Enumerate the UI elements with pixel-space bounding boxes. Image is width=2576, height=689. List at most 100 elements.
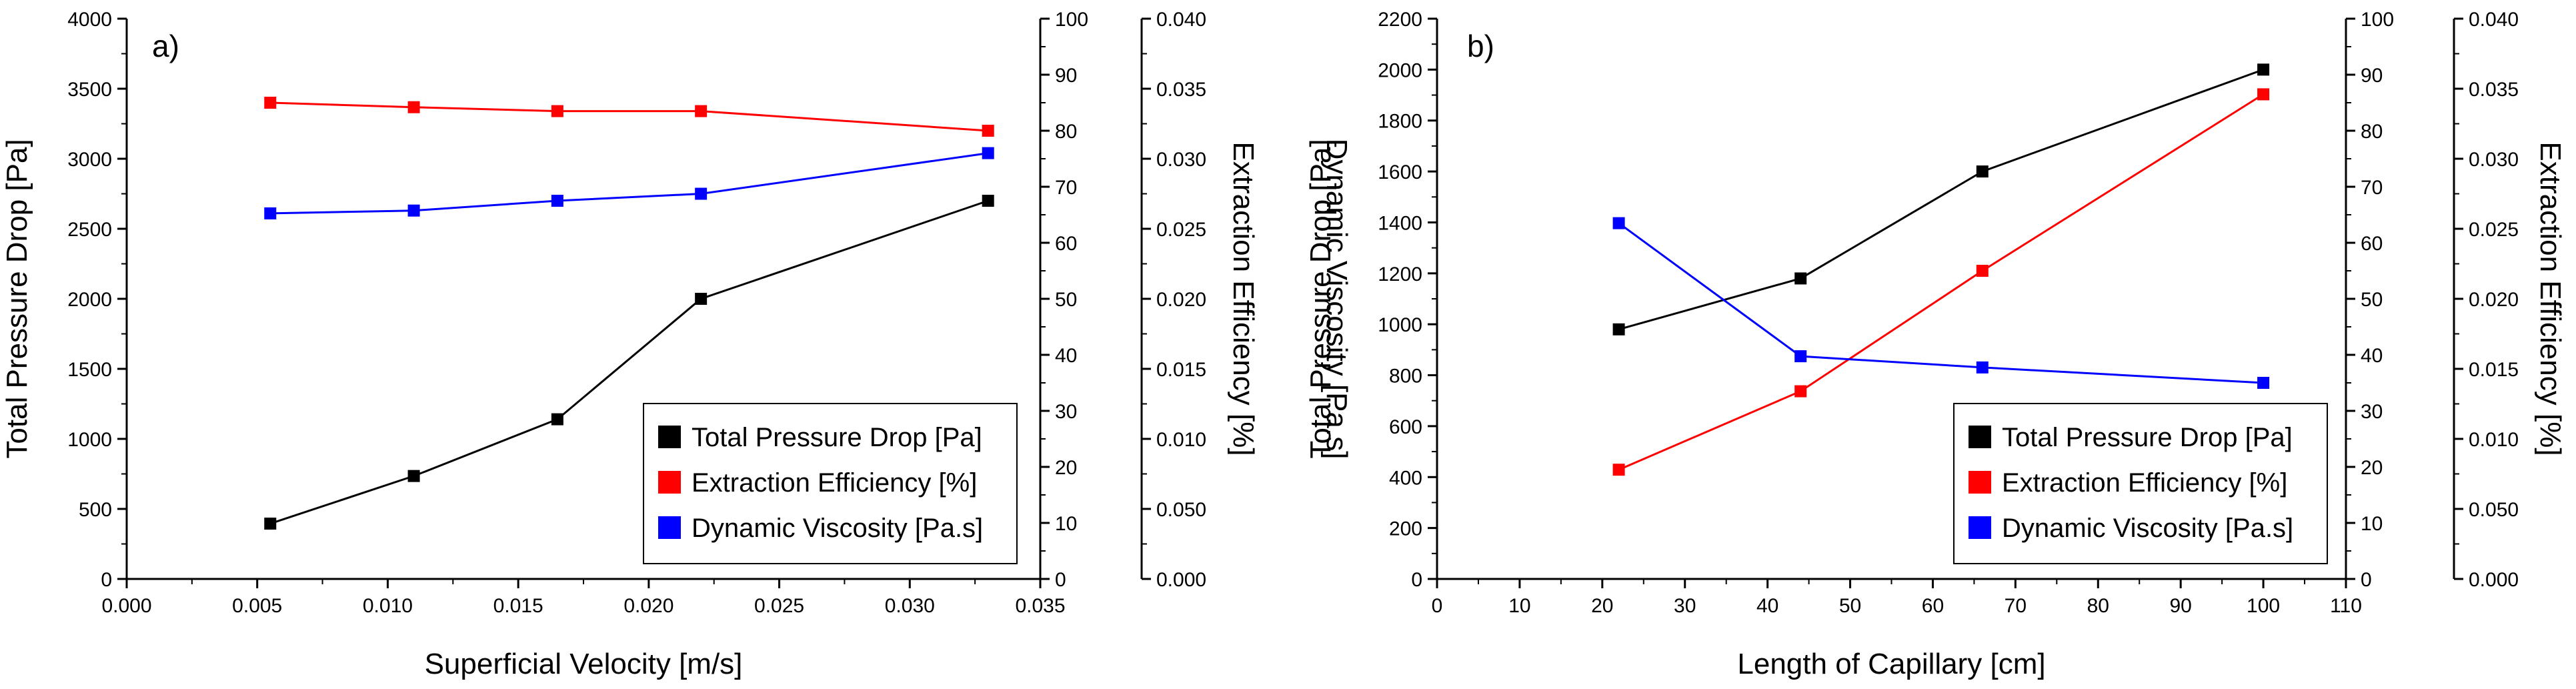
data-point [1612, 217, 1625, 229]
data-point [1794, 350, 1807, 363]
legend-swatch [658, 426, 681, 448]
data-point [407, 204, 420, 217]
x-tick-label: 30 [1674, 595, 1696, 617]
x-tick-label: 110 [2330, 595, 2362, 617]
left-y-tick-label: 2200 [1378, 9, 1422, 31]
legend-swatch [1969, 471, 1991, 494]
right-y-tick-label: 10 [2361, 513, 2383, 535]
data-point [695, 187, 708, 200]
series-line-3 [270, 152, 988, 215]
x-tick-label: 40 [1756, 595, 1778, 617]
series-line-1 [1618, 68, 2264, 331]
legend-label: Dynamic Viscosity [Pa.s] [692, 514, 983, 543]
left-y-tick-label: 1500 [67, 359, 112, 381]
left-y-tick-label: 800 [1389, 366, 1422, 388]
second-right-y-tick-label: 0.010 [2469, 429, 2519, 451]
left-y-tick-label: 1000 [67, 429, 112, 451]
left-y-tick-label: 600 [1389, 416, 1422, 438]
second-right-y-tick-label: 0.050 [1156, 499, 1206, 521]
right-y-tick-label: 80 [1055, 121, 1077, 143]
left-y-tick-label: 500 [79, 499, 112, 521]
x-tick-label: 0.010 [363, 595, 413, 617]
second-right-y-axis-label: Dynamic Viscosity [Pa.s] [1320, 139, 1353, 460]
series-line-3 [1618, 222, 2264, 384]
second-right-y-tick-label: 0.030 [2469, 149, 2519, 171]
x-tick-label: 0.000 [101, 595, 151, 617]
data-point [551, 105, 563, 117]
right-y-tick-label: 40 [1055, 345, 1077, 367]
x-tick-label: 0.020 [623, 595, 674, 617]
data-point [1794, 385, 1807, 398]
legend-label: Extraction Efficiency [%] [692, 468, 977, 498]
x-axis-label: Length of Capillary [cm] [1737, 648, 2045, 680]
right-y-tick-label: 100 [1055, 9, 1088, 31]
right-y-tick-label: 0 [1055, 569, 1066, 591]
left-y-tick-label: 1200 [1378, 263, 1422, 285]
left-y-tick-label: 1400 [1378, 212, 1422, 234]
legend: Total Pressure Drop [Pa] Extraction Effic… [643, 403, 1018, 564]
right-y-tick-label: 60 [2361, 233, 2383, 255]
second-right-y-tick-label: 0.035 [1156, 79, 1206, 101]
right-y-tick-label: 50 [2361, 289, 2383, 311]
x-tick-label: 0.005 [232, 595, 282, 617]
left-y-tick-label: 2500 [67, 219, 112, 241]
x-tick-label: 0.035 [1015, 595, 1065, 617]
data-point [1612, 464, 1625, 476]
legend-swatch [658, 471, 681, 494]
left-y-tick-label: 400 [1389, 467, 1422, 489]
data-point [407, 101, 420, 113]
series-line-2 [1618, 93, 2264, 471]
series-line-2 [270, 101, 988, 132]
second-right-y-tick-label: 0.015 [2469, 359, 2519, 381]
second-right-y-tick-label: 0.000 [2469, 569, 2519, 591]
x-tick-label: 50 [1839, 595, 1861, 617]
left-y-axis-label: Total Pressure Drop [Pa] [1304, 139, 1337, 458]
right-y-axis-label: Extraction Efficiency [%] [2534, 141, 2567, 456]
left-y-tick-label: 4000 [67, 9, 112, 31]
second-right-y-tick-label: 0.040 [2469, 9, 2519, 31]
left-y-tick-label: 1800 [1378, 111, 1422, 133]
right-y-tick-label: 20 [1055, 457, 1077, 479]
legend-label: Total Pressure Drop [Pa] [692, 423, 982, 452]
legend-label: Dynamic Viscosity [Pa.s] [2002, 514, 2293, 543]
data-point [2257, 377, 2270, 389]
second-right-y-tick-label: 0.010 [1156, 429, 1206, 451]
data-point [2257, 63, 2270, 76]
right-y-tick-label: 40 [2361, 345, 2383, 367]
panel-label: a) [152, 29, 179, 63]
data-point [695, 293, 708, 305]
left-y-tick-label: 1000 [1378, 314, 1422, 336]
x-tick-label: 10 [1508, 595, 1530, 617]
right-y-tick-label: 90 [2361, 65, 2383, 87]
left-y-tick-label: 200 [1389, 518, 1422, 540]
data-point [1976, 265, 1989, 277]
left-y-tick-label: 0 [1411, 569, 1422, 591]
legend-swatch [1969, 516, 1991, 539]
data-point [264, 97, 277, 109]
data-point [1612, 323, 1625, 335]
legend-swatch [658, 516, 681, 539]
x-tick-label: 80 [2087, 595, 2109, 617]
data-point [982, 125, 994, 137]
x-tick-label: 90 [2169, 595, 2191, 617]
x-tick-label: 0.015 [493, 595, 543, 617]
x-tick-label: 0.030 [885, 595, 935, 617]
data-point [695, 105, 708, 117]
second-right-y-tick-label: 0.020 [2469, 289, 2519, 311]
right-y-tick-label: 100 [2361, 9, 2394, 31]
x-tick-label: 0.025 [754, 595, 804, 617]
data-point [264, 207, 277, 219]
left-y-tick-label: 3000 [67, 149, 112, 171]
right-y-tick-label: 70 [1055, 177, 1077, 199]
left-y-tick-label: 1600 [1378, 161, 1422, 183]
legend-label: Extraction Efficiency [%] [2002, 468, 2287, 498]
x-tick-label: 100 [2247, 595, 2280, 617]
x-tick-label: 60 [1922, 595, 1944, 617]
right-y-tick-label: 10 [1055, 513, 1077, 535]
legend-label: Total Pressure Drop [Pa] [2002, 423, 2293, 452]
panel-label: b) [1467, 29, 1494, 63]
second-right-y-tick-label: 0.030 [1156, 149, 1206, 171]
second-right-y-tick-label: 0.025 [2469, 219, 2519, 241]
second-right-y-tick-label: 0.035 [2469, 79, 2519, 101]
data-point [2257, 88, 2270, 101]
